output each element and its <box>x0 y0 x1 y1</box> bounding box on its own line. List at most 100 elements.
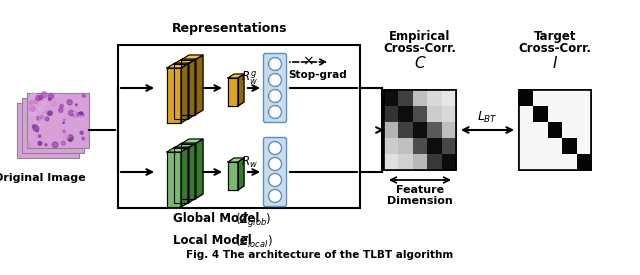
Bar <box>519 154 533 170</box>
Circle shape <box>60 104 63 108</box>
Circle shape <box>56 94 58 96</box>
Polygon shape <box>181 144 195 199</box>
Polygon shape <box>188 143 196 203</box>
Circle shape <box>31 93 36 98</box>
Circle shape <box>81 114 82 115</box>
Polygon shape <box>181 55 203 60</box>
Circle shape <box>28 142 31 146</box>
Bar <box>442 122 456 138</box>
Circle shape <box>41 92 47 98</box>
Circle shape <box>78 112 84 118</box>
Polygon shape <box>174 143 196 148</box>
Circle shape <box>77 112 81 117</box>
Polygon shape <box>228 74 244 78</box>
Bar <box>562 154 577 170</box>
Circle shape <box>49 95 53 99</box>
Circle shape <box>39 95 43 99</box>
Circle shape <box>68 110 74 116</box>
Circle shape <box>39 116 44 120</box>
FancyBboxPatch shape <box>17 103 79 158</box>
Bar <box>519 138 533 154</box>
Bar <box>398 138 413 154</box>
Circle shape <box>36 129 38 132</box>
Circle shape <box>45 144 47 146</box>
Circle shape <box>44 102 46 104</box>
Bar <box>384 138 398 154</box>
Circle shape <box>269 174 282 186</box>
Circle shape <box>67 135 74 141</box>
Bar <box>398 90 413 106</box>
Bar <box>384 90 456 170</box>
Bar <box>577 122 591 138</box>
FancyBboxPatch shape <box>264 54 287 122</box>
Text: Fig. 4 The architecture of the TLBT algorithm: Fig. 4 The architecture of the TLBT algo… <box>186 250 454 260</box>
Bar <box>519 122 533 138</box>
Circle shape <box>39 142 42 144</box>
Circle shape <box>51 101 56 106</box>
Polygon shape <box>167 152 181 207</box>
Circle shape <box>49 93 54 98</box>
Polygon shape <box>167 63 189 68</box>
Bar <box>533 122 548 138</box>
Polygon shape <box>174 64 188 119</box>
Polygon shape <box>181 60 195 115</box>
Bar <box>428 154 442 170</box>
Circle shape <box>40 116 43 119</box>
Text: $C$: $C$ <box>413 55 426 71</box>
Bar <box>577 154 591 170</box>
Text: Cross-Corr.: Cross-Corr. <box>518 42 591 55</box>
Bar <box>442 138 456 154</box>
Circle shape <box>63 130 65 133</box>
Circle shape <box>74 112 75 114</box>
Polygon shape <box>167 68 181 123</box>
Polygon shape <box>228 162 238 190</box>
Bar <box>519 90 533 106</box>
Bar <box>519 90 591 170</box>
Circle shape <box>38 125 40 126</box>
Text: Original Image: Original Image <box>0 173 86 183</box>
Circle shape <box>67 100 72 105</box>
Bar <box>562 138 577 154</box>
Bar <box>519 90 591 170</box>
FancyBboxPatch shape <box>27 92 89 147</box>
Bar <box>562 106 577 122</box>
Circle shape <box>48 111 52 115</box>
Circle shape <box>269 142 282 155</box>
Text: $I$: $I$ <box>552 55 558 71</box>
Text: $R_w$: $R_w$ <box>241 155 258 170</box>
Circle shape <box>61 141 65 145</box>
Bar <box>413 154 428 170</box>
Circle shape <box>59 108 63 112</box>
Circle shape <box>269 106 282 119</box>
Bar <box>533 90 548 106</box>
Circle shape <box>84 95 86 98</box>
Polygon shape <box>228 158 244 162</box>
Circle shape <box>29 112 32 114</box>
Bar <box>562 122 577 138</box>
Polygon shape <box>167 147 189 152</box>
Polygon shape <box>195 55 203 115</box>
Circle shape <box>52 142 58 148</box>
Circle shape <box>33 125 39 131</box>
Circle shape <box>37 117 40 120</box>
Bar <box>413 138 428 154</box>
Bar <box>413 106 428 122</box>
Bar <box>577 90 591 106</box>
Circle shape <box>269 158 282 170</box>
Circle shape <box>33 112 36 116</box>
Text: $(Z_{local})$: $(Z_{local})$ <box>235 234 273 250</box>
Text: $L_{BT}$: $L_{BT}$ <box>477 110 498 125</box>
Polygon shape <box>174 148 188 203</box>
Bar <box>413 122 428 138</box>
Text: Empirical: Empirical <box>389 30 451 43</box>
Bar <box>442 106 456 122</box>
Circle shape <box>82 137 84 140</box>
Bar <box>533 138 548 154</box>
FancyBboxPatch shape <box>264 138 287 207</box>
FancyBboxPatch shape <box>22 98 84 153</box>
Text: Cross-Corr.: Cross-Corr. <box>383 42 456 55</box>
Bar <box>548 154 562 170</box>
Bar <box>428 122 442 138</box>
Circle shape <box>78 116 83 120</box>
Circle shape <box>269 189 282 202</box>
